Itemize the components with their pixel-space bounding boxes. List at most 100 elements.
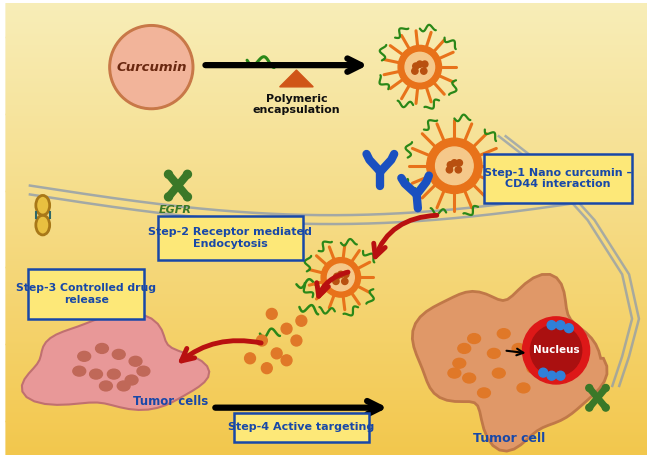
Polygon shape	[280, 70, 313, 87]
Circle shape	[417, 61, 423, 67]
Ellipse shape	[125, 375, 138, 385]
Ellipse shape	[99, 381, 112, 391]
Ellipse shape	[109, 346, 129, 362]
Circle shape	[398, 45, 441, 89]
Ellipse shape	[478, 388, 490, 398]
Circle shape	[296, 316, 307, 326]
Circle shape	[586, 404, 593, 411]
Ellipse shape	[78, 351, 90, 361]
Ellipse shape	[112, 349, 125, 359]
Ellipse shape	[122, 372, 142, 388]
Text: EGFR: EGFR	[159, 205, 192, 215]
Ellipse shape	[137, 366, 150, 376]
Circle shape	[603, 404, 609, 411]
Circle shape	[338, 271, 344, 278]
FancyBboxPatch shape	[234, 413, 369, 442]
Text: Step-2 Receptor mediated
Endocytosis: Step-2 Receptor mediated Endocytosis	[148, 227, 312, 249]
Circle shape	[603, 385, 609, 392]
Circle shape	[183, 193, 192, 201]
Circle shape	[244, 353, 255, 364]
Text: Step-4 Active targeting: Step-4 Active targeting	[228, 422, 374, 432]
Circle shape	[261, 363, 272, 374]
Ellipse shape	[125, 354, 146, 369]
Ellipse shape	[133, 363, 153, 379]
Text: Tumor cells: Tumor cells	[133, 395, 209, 408]
Circle shape	[164, 170, 172, 178]
Circle shape	[342, 278, 348, 284]
Ellipse shape	[493, 368, 505, 378]
Circle shape	[547, 321, 556, 330]
Circle shape	[523, 317, 590, 384]
Ellipse shape	[36, 196, 49, 215]
Ellipse shape	[448, 368, 461, 378]
Circle shape	[112, 27, 191, 107]
Circle shape	[291, 335, 302, 346]
Circle shape	[321, 258, 361, 297]
Circle shape	[183, 170, 192, 178]
Text: Step-3 Controlled drug
release: Step-3 Controlled drug release	[16, 284, 156, 305]
Circle shape	[421, 68, 427, 74]
Circle shape	[109, 25, 194, 109]
Ellipse shape	[497, 329, 510, 338]
Circle shape	[271, 348, 282, 359]
Circle shape	[405, 52, 435, 82]
Ellipse shape	[96, 344, 109, 354]
Circle shape	[586, 385, 593, 392]
Circle shape	[556, 321, 565, 330]
Ellipse shape	[527, 363, 540, 373]
Circle shape	[456, 160, 462, 166]
Circle shape	[281, 355, 292, 366]
Circle shape	[530, 325, 582, 376]
Circle shape	[266, 309, 277, 319]
Ellipse shape	[488, 349, 500, 358]
Text: Polymeric
encapsulation: Polymeric encapsulation	[253, 94, 340, 115]
Circle shape	[411, 68, 418, 74]
Circle shape	[343, 271, 349, 278]
Ellipse shape	[104, 366, 124, 382]
FancyBboxPatch shape	[158, 216, 303, 260]
Ellipse shape	[96, 378, 116, 394]
Ellipse shape	[117, 381, 130, 391]
Circle shape	[257, 335, 267, 346]
Text: Curcumin: Curcumin	[116, 60, 187, 74]
Circle shape	[413, 63, 419, 69]
Circle shape	[333, 278, 339, 284]
Ellipse shape	[468, 333, 480, 344]
Circle shape	[436, 147, 473, 185]
Ellipse shape	[86, 366, 106, 382]
Circle shape	[539, 368, 548, 377]
Circle shape	[564, 324, 573, 333]
FancyBboxPatch shape	[29, 269, 144, 319]
Text: Step-1 Nano curcumin –
CD44 interaction: Step-1 Nano curcumin – CD44 interaction	[484, 168, 632, 190]
Circle shape	[547, 371, 556, 380]
Ellipse shape	[74, 349, 94, 364]
Text: Tumor cell: Tumor cell	[473, 432, 545, 445]
Ellipse shape	[129, 356, 142, 366]
Circle shape	[455, 167, 461, 173]
Circle shape	[556, 371, 565, 380]
Ellipse shape	[458, 344, 471, 354]
Circle shape	[422, 61, 428, 67]
Ellipse shape	[36, 215, 49, 235]
Ellipse shape	[512, 344, 525, 354]
Circle shape	[451, 160, 458, 166]
Circle shape	[164, 193, 172, 201]
Ellipse shape	[114, 378, 133, 394]
Ellipse shape	[92, 341, 112, 356]
Circle shape	[427, 138, 482, 193]
Ellipse shape	[73, 366, 86, 376]
Circle shape	[333, 273, 340, 279]
FancyBboxPatch shape	[484, 154, 632, 203]
Polygon shape	[412, 274, 607, 451]
Ellipse shape	[463, 373, 476, 383]
Circle shape	[447, 162, 454, 168]
Text: Nucleus: Nucleus	[533, 345, 579, 355]
Circle shape	[447, 167, 452, 173]
Ellipse shape	[90, 369, 103, 379]
Ellipse shape	[453, 358, 466, 368]
Circle shape	[328, 264, 354, 291]
Ellipse shape	[70, 363, 89, 379]
Polygon shape	[22, 313, 209, 410]
Circle shape	[281, 323, 292, 334]
Ellipse shape	[517, 383, 530, 393]
